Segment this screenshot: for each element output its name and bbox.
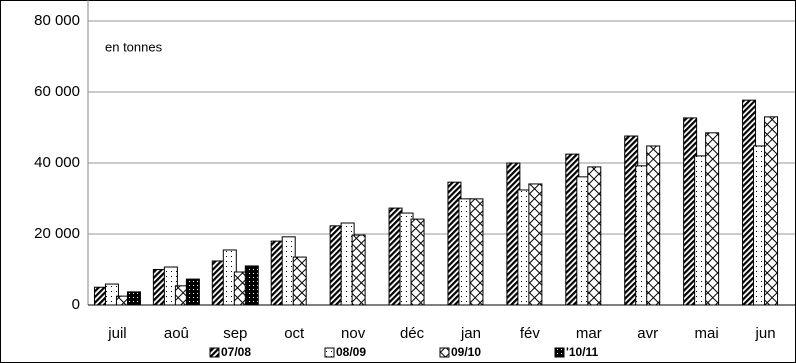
- bar: [185, 278, 200, 306]
- y-tick-label: 40 000: [34, 154, 80, 171]
- bar: [587, 166, 602, 306]
- annotation: en tonnes: [105, 39, 163, 54]
- legend-swatch: [439, 347, 450, 358]
- x-tick-label: fév: [520, 325, 541, 342]
- bar: [764, 116, 779, 306]
- x-tick-label: jun: [755, 325, 776, 342]
- legend-swatch: [554, 347, 565, 358]
- x-tick-label: jan: [460, 325, 481, 342]
- legend-swatch: [324, 347, 335, 358]
- legend-label: '10/11: [566, 345, 599, 359]
- y-tick-label: 80 000: [34, 12, 80, 29]
- bar: [410, 218, 425, 306]
- x-tick-label: sep: [223, 325, 247, 342]
- legend-swatch: [209, 347, 220, 358]
- legend-label: 09/10: [451, 345, 481, 359]
- bar: [646, 145, 661, 306]
- y-tick-label: 20 000: [34, 225, 80, 242]
- bar: [244, 265, 259, 306]
- bar: [469, 198, 484, 306]
- x-tick-label: oct: [284, 325, 305, 342]
- x-tick-label: aoû: [164, 325, 189, 342]
- x-tick-label: juil: [107, 325, 126, 342]
- x-tick-label: mar: [576, 325, 602, 342]
- x-tick-label: déc: [400, 325, 425, 342]
- bar: [126, 291, 141, 306]
- x-tick-label: mai: [695, 325, 719, 342]
- bar: [705, 132, 720, 306]
- y-tick-label: 0: [72, 296, 80, 313]
- x-tick-label: nov: [341, 325, 366, 342]
- legend-label: 07/08: [221, 345, 251, 359]
- bar: [292, 256, 307, 306]
- legend-label: 08/09: [336, 345, 366, 359]
- x-tick-label: avr: [637, 325, 658, 342]
- bar: [351, 234, 366, 306]
- bar: [528, 183, 543, 306]
- y-tick-label: 60 000: [34, 83, 80, 100]
